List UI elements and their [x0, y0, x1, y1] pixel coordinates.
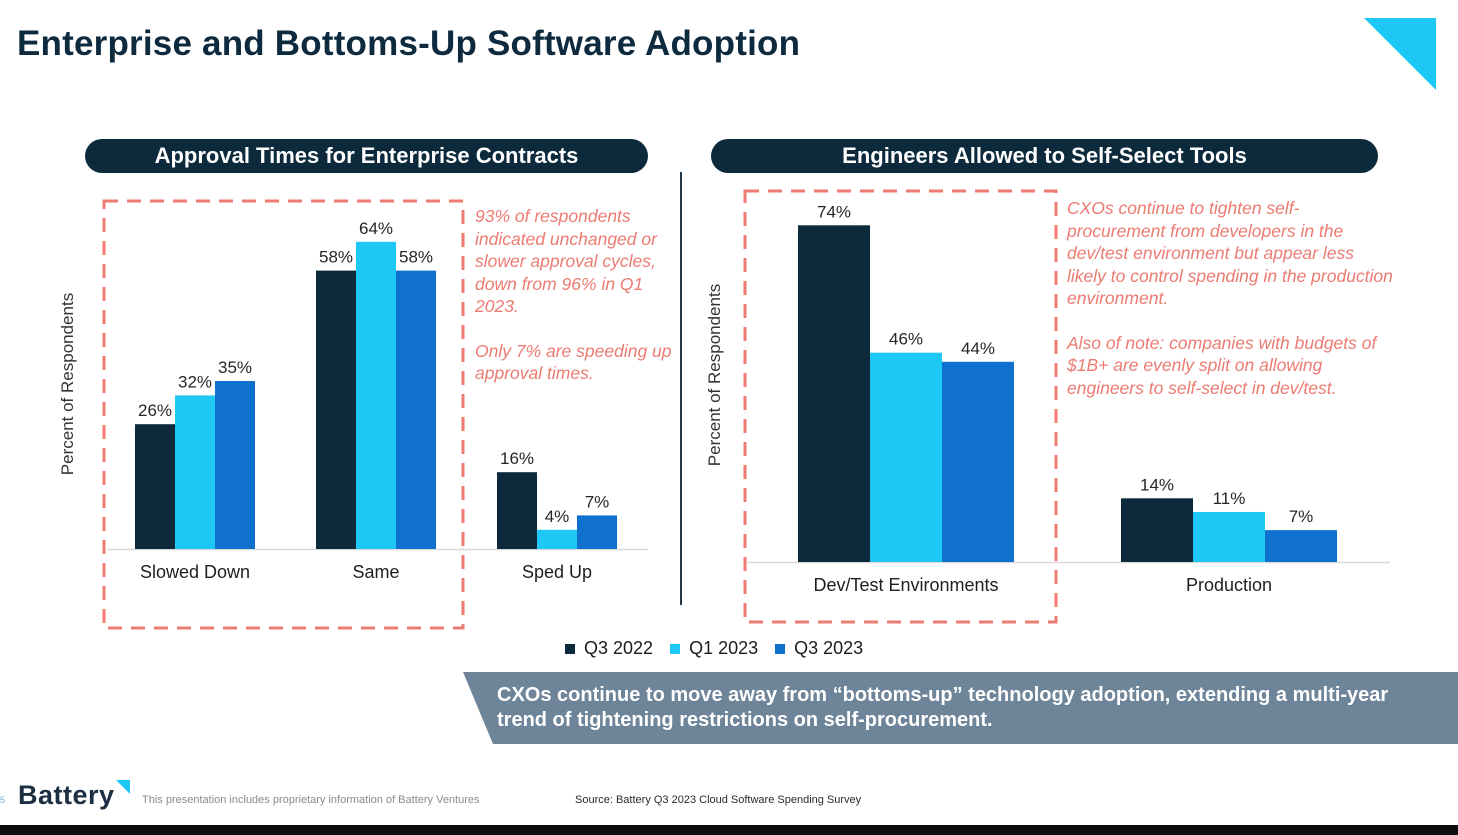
chart1-data-label-same-q1-2023: 64% [359, 219, 393, 238]
chart2-annotation: CXOs continue to tighten self-procuremen… [1067, 197, 1397, 399]
chart1-data-label-slowed-down-q3-2022: 26% [138, 401, 172, 420]
chart1-data-label-same-q3-2023: 58% [399, 248, 433, 267]
chart1-bar-sped-up-q3-2023 [577, 515, 617, 549]
corner-triangle-logo [1364, 18, 1436, 90]
legend-item-q3-2023: Q3 2023 [775, 638, 863, 659]
chart2-title: Engineers Allowed to Self-Select Tools [711, 139, 1378, 173]
chart1-category-label-sped-up: Sped Up [522, 562, 592, 582]
bottom-bar [0, 825, 1458, 835]
chart1-data-label-same-q3-2022: 58% [319, 248, 353, 267]
chart1-highlight-box [102, 199, 465, 630]
legend-swatch-q1-2023 [670, 643, 681, 654]
chart2-bar-dev-test-environments-q1-2023 [870, 352, 942, 562]
chart1-data-label-sped-up-q3-2022: 16% [500, 449, 534, 468]
chart2-annotation-1: CXOs continue to tighten self-procuremen… [1067, 198, 1393, 308]
chart1-data-label-sped-up-q1-2023: 4% [545, 507, 570, 526]
legend-swatch-q3-2022 [565, 643, 575, 654]
chart2-bar-production-q3-2022 [1121, 498, 1193, 562]
chart2-data-label-dev-test-environments-q3-2022: 74% [817, 202, 851, 221]
chart1-category-label-same: Same [352, 562, 399, 582]
takeaway-banner-text: CXOs continue to move away from “bottoms… [497, 684, 1389, 731]
chart2-bar-dev-test-environments-q3-2023 [942, 361, 1014, 562]
chart1-bar-sped-up-q1-2023 [537, 529, 577, 549]
chart1-data-label-slowed-down-q3-2023: 35% [218, 358, 252, 377]
legend-item-q3-2022: Q3 2022 [565, 638, 653, 659]
chart2-data-label-dev-test-environments-q1-2023: 46% [889, 330, 923, 349]
chart-legend: Q3 2022 Q1 2023 Q3 2023 [565, 638, 880, 659]
chart1-annotation: 93% of respondents indicated unchanged o… [475, 205, 675, 385]
chart1-annotation-2: Only 7% are speeding up approval times. [475, 340, 672, 384]
chart2-bar-production-q1-2023 [1193, 511, 1265, 562]
chart1-bar-same-q1-2023 [356, 241, 396, 550]
chart2-highlight-box [743, 189, 1058, 624]
footer-source: Source: Battery Q3 2023 Cloud Software S… [575, 794, 862, 806]
chart1-category-label-slowed-down: Slowed Down [140, 562, 250, 582]
chart2-data-label-production-q3-2022: 14% [1140, 475, 1174, 494]
legend-label-q3-2022: Q3 2022 [584, 638, 654, 658]
footer-disclaimer: This presentation includes proprietary i… [142, 794, 480, 806]
chart2-data-label-production-q1-2023: 11% [1213, 489, 1246, 508]
chart2-bar-production-q3-2023 [1265, 530, 1337, 562]
chart1-bar-same-q3-2022 [316, 270, 356, 549]
chart2-y-axis-label: Percent of Respondents [705, 284, 724, 466]
legend-item-q1-2023: Q1 2023 [670, 638, 758, 659]
chart1-y-axis-label: Percent of Respondents [58, 293, 77, 475]
chart1-bar-slowed-down-q3-2023 [215, 381, 255, 549]
chart1-bar-sped-up-q3-2022 [497, 472, 537, 549]
chart-divider [680, 172, 682, 605]
chart2-category-label-production: Production [1186, 575, 1272, 595]
chart1-annotation-1: 93% of respondents indicated unchanged o… [475, 206, 657, 316]
legend-label-q3-2023: Q3 2023 [794, 638, 864, 658]
chart1-bar-slowed-down-q3-2022 [135, 424, 175, 549]
slide-title: Enterprise and Bottoms-Up Software Adopt… [17, 24, 801, 63]
chart2-data-label-production-q3-2023: 7% [1289, 507, 1314, 526]
chart1-bar-same-q3-2023 [396, 270, 436, 549]
chart2-annotation-2: Also of note: companies with budgets of … [1067, 332, 1377, 398]
chart2-category-label-dev-test-environments: Dev/Test Environments [813, 575, 998, 595]
chart1-data-label-slowed-down-q1-2023: 32% [178, 372, 212, 391]
chart1-data-label-sped-up-q3-2023: 7% [585, 492, 610, 511]
chart2-bar-dev-test-environments-q3-2022 [798, 225, 870, 563]
battery-logo-mark-icon [115, 780, 130, 794]
legend-swatch-q3-2023 [775, 643, 786, 654]
takeaway-banner [463, 672, 1458, 744]
page-number: 5 [0, 795, 6, 805]
battery-logo: Battery [18, 780, 130, 811]
legend-label-q1-2023: Q1 2023 [689, 638, 759, 658]
chart1-bar-slowed-down-q1-2023 [175, 395, 215, 549]
battery-logo-text: Battery [18, 780, 115, 810]
chart2-data-label-dev-test-environments-q3-2023: 44% [961, 339, 995, 358]
chart1-title: Approval Times for Enterprise Contracts [85, 139, 648, 173]
